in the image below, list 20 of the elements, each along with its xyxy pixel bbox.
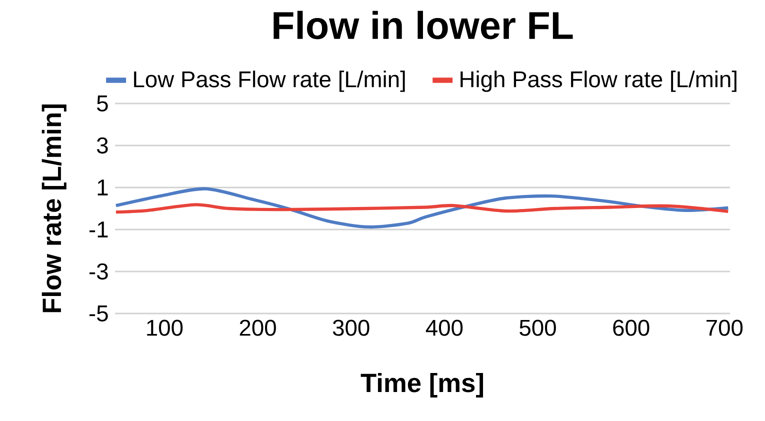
x-tick-label: 100 — [147, 320, 183, 336]
line-series — [115, 187, 730, 229]
y-tick-label: 5 — [97, 96, 108, 112]
x-tick-label: 300 — [332, 320, 370, 336]
x-tick-label: 700 — [706, 320, 743, 336]
y-tick-label: -1 — [90, 222, 108, 238]
x-tick-label: 400 — [426, 320, 463, 336]
line-series — [115, 203, 730, 214]
x-tick-label: 200 — [240, 320, 276, 336]
x-tick-label: 500 — [520, 320, 556, 336]
legend-label: Low Pass Flow rate [L/min] — [134, 70, 405, 92]
y-axis-title: Flow rate [L/min] — [42, 104, 66, 312]
chart-title: Flow in lower FL — [274, 10, 573, 40]
y-tick-label: -5 — [90, 306, 108, 322]
legend-label: High Pass Flow rate [L/min] — [460, 70, 736, 92]
y-tick-label: 1 — [98, 180, 108, 196]
y-tick-label: -3 — [90, 263, 108, 280]
y-tick-label: 3 — [96, 137, 108, 154]
x-axis-title: Time [ms] — [360, 372, 484, 398]
x-tick-label: 600 — [613, 320, 650, 336]
